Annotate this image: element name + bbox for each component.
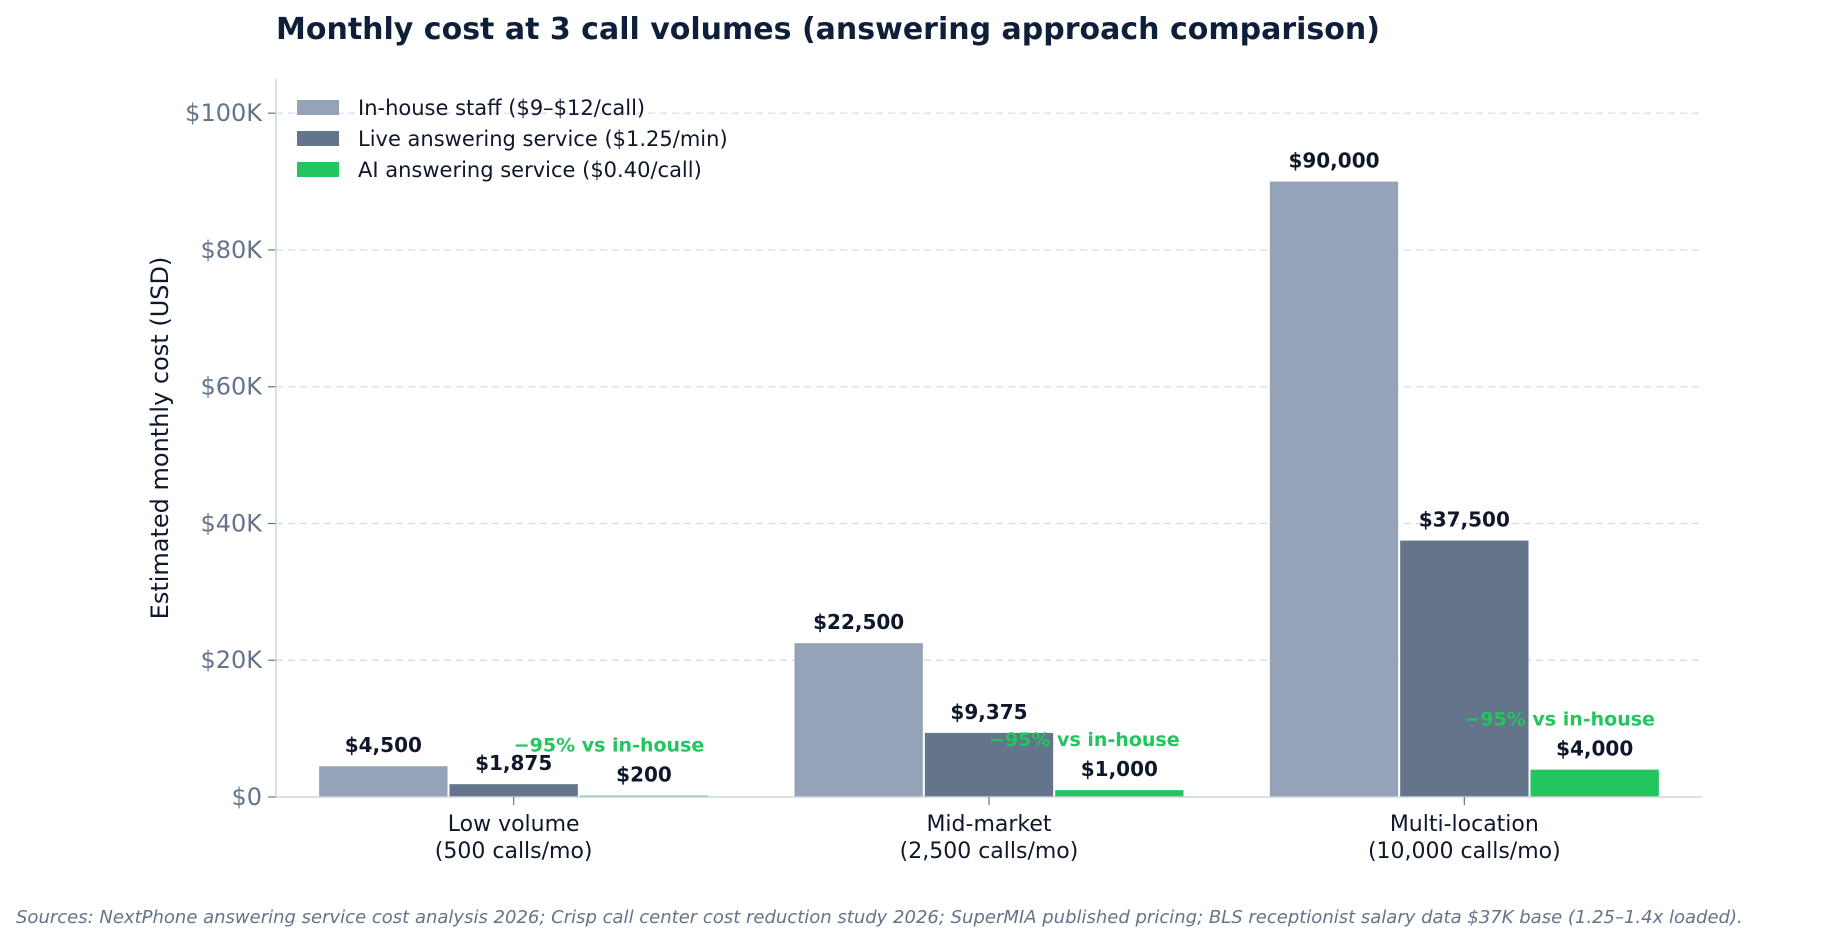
x-category-label: Mid-market	[926, 812, 1051, 837]
bar	[319, 766, 448, 797]
y-tick-label: $80K	[200, 236, 263, 264]
y-tick-label: $0	[231, 783, 262, 811]
y-axis-label: Estimated monthly cost (USD)	[146, 257, 174, 620]
legend-swatch	[297, 100, 339, 115]
source-note: Sources: NextPhone answering service cos…	[16, 907, 1743, 928]
bar-value-label: $90,000	[1288, 149, 1379, 173]
y-tick-label: $20K	[200, 646, 263, 674]
bar-value-label: $9,375	[950, 700, 1027, 724]
bar-value-label: $22,500	[813, 610, 904, 634]
chart-title: Monthly cost at 3 call volumes (answerin…	[276, 12, 1380, 47]
bar	[449, 784, 578, 797]
x-category-label: Low volume	[448, 812, 580, 837]
y-tick-label: $60K	[200, 373, 263, 401]
bar	[1530, 769, 1659, 797]
y-tick-label: $40K	[200, 509, 263, 537]
legend-swatch	[297, 131, 339, 146]
bar-value-label: $4,500	[345, 733, 422, 757]
x-category-label: (2,500 calls/mo)	[900, 839, 1079, 864]
x-category-label: Multi-location	[1390, 812, 1539, 837]
legend-swatch	[297, 162, 339, 177]
y-tick-label: $100K	[185, 99, 263, 127]
legend-label: Live answering service ($1.25/min)	[358, 127, 728, 151]
y-axis-ticks: $0 $20K $40K $60K $80K $100K	[185, 99, 276, 811]
x-category-label: (10,000 calls/mo)	[1368, 839, 1561, 864]
legend-label: AI answering service ($0.40/call)	[358, 158, 702, 182]
bar	[1400, 540, 1529, 797]
savings-annotation: −95% vs in-house	[514, 735, 705, 757]
bar	[1055, 790, 1184, 797]
bar	[794, 643, 923, 797]
x-category-label: (500 calls/mo)	[435, 839, 593, 864]
x-axis-categories: Low volume(500 calls/mo) Mid-market(2,500…	[435, 797, 1561, 864]
bars	[319, 181, 1659, 798]
value-labels: $4,500 $1,875 $200 $22,500 $9,375 $1,000 $90,0…	[345, 149, 1634, 787]
bar-value-label: $1,000	[1081, 757, 1158, 781]
savings-annotation: −95% vs in-house	[1464, 709, 1655, 731]
legend: In-house staff ($9–$12/call) Live answeri…	[297, 96, 728, 182]
bar-value-label: $1,875	[475, 751, 552, 775]
bar	[924, 732, 1054, 797]
annotations: −95% vs in-house −95% vs in-house −95% vs …	[514, 709, 1655, 757]
savings-annotation: −95% vs in-house	[989, 729, 1180, 751]
bar	[1269, 181, 1399, 798]
bar-value-label: $200	[616, 763, 672, 787]
bar-value-label: $4,000	[1556, 737, 1633, 761]
legend-label: In-house staff ($9–$12/call)	[358, 96, 645, 120]
bar-value-label: $37,500	[1419, 508, 1510, 532]
